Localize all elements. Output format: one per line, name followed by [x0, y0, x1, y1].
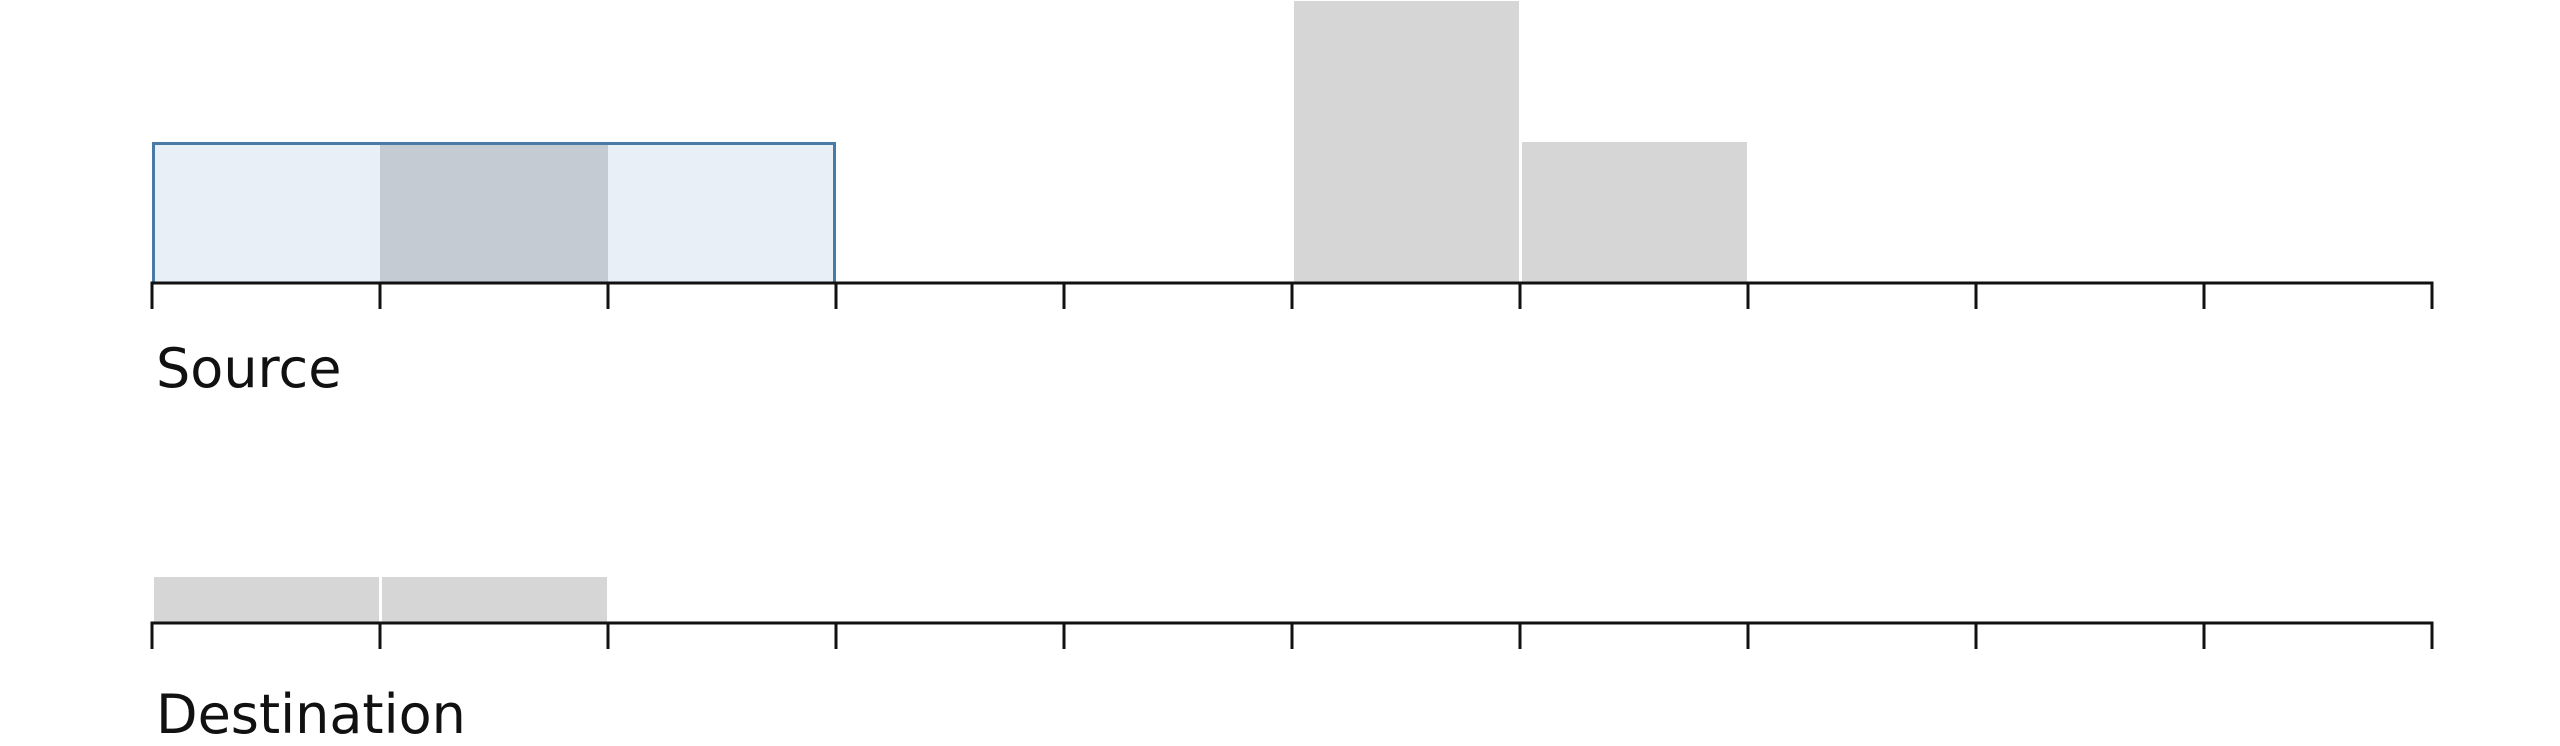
source-track [150, 1, 2434, 309]
source-block-1 [1294, 1, 1519, 282]
destination-label: Destination [156, 683, 466, 746]
source-label: Source [156, 337, 342, 400]
destination-block-2 [382, 577, 607, 622]
source-overlap [380, 143, 608, 283]
destination-track [150, 577, 2434, 649]
source-block-2 [1522, 142, 1747, 282]
destination-block-1 [154, 577, 379, 622]
